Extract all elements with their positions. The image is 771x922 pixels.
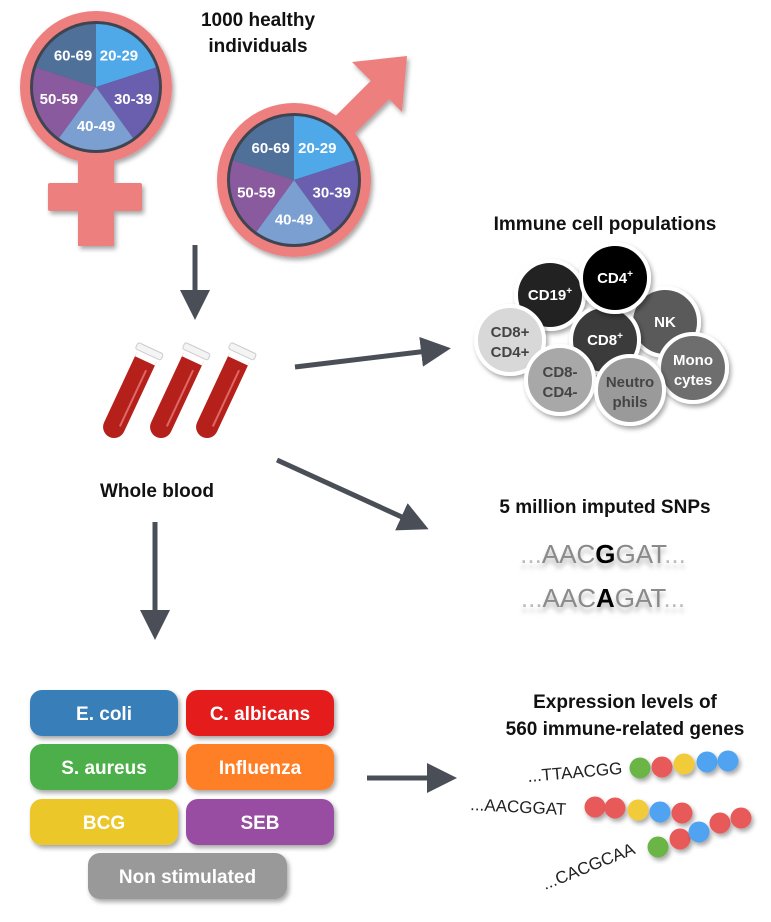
- svg-text:Influenza: Influenza: [219, 758, 302, 779]
- stimulus-e-coli: E. coli: [30, 690, 178, 736]
- female-age-pie: 20-29 30-39 40-49 50-59 60-69: [30, 21, 162, 153]
- expression-title-line2: 560 immune-related genes: [506, 719, 745, 740]
- gene-strand: ...CACGCAA: [539, 807, 752, 894]
- expression-bead: [671, 802, 693, 824]
- snp-variant-a: A: [596, 583, 615, 613]
- whole-blood-label: Whole blood: [100, 481, 214, 502]
- female-pie-slice-30-39: [96, 67, 159, 138]
- male-pie-label: 30-39: [313, 184, 351, 201]
- female-pie-label: 60-69: [54, 47, 92, 64]
- svg-text:CD19+: CD19+: [528, 286, 572, 304]
- expression-bead: [604, 797, 626, 819]
- male-pie-slice-50-59: [230, 160, 294, 232]
- male-pie-label: 20-29: [298, 140, 336, 157]
- cell-cd8-cd4-: CD8+ CD4+: [474, 304, 546, 376]
- svg-text:...CACGCAA: ...CACGCAA: [539, 839, 638, 894]
- arrow-blood-to-cells: [294, 336, 451, 370]
- arrow-blood-to-snps: [275, 457, 429, 531]
- expression-bead: [673, 753, 695, 775]
- test-tube-icon: [196, 342, 257, 439]
- expression-bead: [669, 828, 691, 850]
- svg-text:CD4+: CD4+: [491, 344, 530, 361]
- cohort-title-line2: individuals: [208, 36, 307, 57]
- female-pie-slice-50-59: [33, 67, 96, 138]
- svg-text:CD8-: CD8-: [542, 364, 577, 381]
- gene-strands: ...TTAACGG ...AACGGAT ...CACGCAA: [470, 750, 752, 894]
- expression-bead: [709, 812, 731, 834]
- expression-title-line1: Expression levels of: [533, 692, 717, 713]
- stimulus-seb: SEB: [186, 799, 334, 845]
- female-pie-slice-60-69: [36, 24, 96, 87]
- male-pie-slice-60-69: [233, 116, 294, 180]
- expression-bead: [584, 796, 606, 818]
- stimulus-s-aureus: S. aureus: [30, 744, 178, 790]
- stimulus-influenza: Influenza: [186, 744, 334, 790]
- female-pie-slice-40-49: [58, 87, 134, 150]
- stimulus-bcg: BCG: [30, 799, 178, 845]
- svg-text:Neutro: Neutro: [606, 374, 654, 391]
- svg-text:BCG: BCG: [83, 813, 125, 834]
- immune-cells-cluster: CD19+ NK CD8+ CD4+ CD8+ CD4+ CD8- CD4- Mono cytes…: [474, 242, 729, 426]
- gene-strand: ...TTAACGG: [527, 750, 739, 786]
- snp-sequence-2: ...AACAGAT...: [521, 583, 685, 613]
- svg-text:CD8+: CD8+: [587, 331, 623, 349]
- svg-text:S. aureus: S. aureus: [61, 758, 147, 779]
- svg-text:C. albicans: C. albicans: [210, 704, 310, 725]
- expression-bead: [730, 807, 752, 829]
- svg-text:NK: NK: [654, 314, 676, 331]
- flow-arrows: [140, 245, 457, 793]
- expression-bead: [717, 750, 739, 772]
- expression-bead: [688, 821, 710, 843]
- expression-bead: [696, 751, 718, 773]
- cell-neutrophils: Neutro phils: [594, 354, 666, 426]
- expression-bead: [649, 801, 671, 823]
- svg-text:Non stimulated: Non stimulated: [119, 867, 256, 888]
- expression-bead: [651, 756, 673, 778]
- test-tube-icon: [150, 342, 211, 439]
- expression-bead: [629, 757, 651, 779]
- immune-cells-title: Immune cell populations: [494, 214, 717, 235]
- snps-title: 5 million imputed SNPs: [499, 497, 710, 518]
- female-pie-label: 40-49: [77, 118, 115, 135]
- male-pie-slice-20-29: [294, 116, 355, 180]
- svg-text:CD8+: CD8+: [491, 324, 530, 341]
- gene-strand: ...AACGGAT: [470, 795, 693, 824]
- female-pie-label: 30-39: [114, 91, 152, 108]
- svg-text:SEB: SEB: [240, 813, 279, 834]
- svg-text:E. coli: E. coli: [76, 704, 132, 725]
- svg-text:cytes: cytes: [674, 372, 712, 389]
- svg-text:CD4+: CD4+: [597, 269, 633, 287]
- blood-tubes: [103, 342, 257, 439]
- svg-text:phils: phils: [612, 394, 647, 411]
- snp-variant-g: G: [595, 539, 615, 569]
- male-pie-slice-40-49: [256, 180, 332, 244]
- male-pie-label: 60-69: [251, 140, 289, 157]
- male-pie-slice-30-39: [294, 160, 358, 232]
- female-pie-label: 20-29: [100, 47, 138, 64]
- female-pie-slice-20-29: [96, 24, 156, 87]
- expression-bead: [627, 799, 649, 821]
- stimuli-grid: E. coli C. albicans S. aureus Influenza BCG S…: [30, 690, 334, 899]
- test-tube-icon: [103, 342, 164, 439]
- female-pie-label: 50-59: [40, 91, 78, 108]
- cohort-title-line1: 1000 healthy: [201, 10, 315, 31]
- male-pie-label: 40-49: [275, 212, 313, 229]
- svg-text:Mono: Mono: [673, 352, 713, 369]
- male-pie-label: 50-59: [237, 184, 275, 201]
- svg-text:CD4-: CD4-: [542, 384, 577, 401]
- cell-cd4: CD4+: [579, 242, 651, 314]
- svg-text:...TTAACGG: ...TTAACGG: [527, 759, 623, 786]
- expression-bead: [647, 836, 669, 858]
- stimulus-non-stimulated: Non stimulated: [88, 853, 287, 899]
- cell-monocytes: Mono cytes: [657, 332, 729, 404]
- cell-cd8-cd4-: CD8- CD4-: [524, 344, 596, 416]
- snp-sequence-1: ...AACGGAT...: [520, 539, 686, 569]
- stimulus-c-albicans: C. albicans: [186, 690, 334, 736]
- svg-text:...AACGGAT: ...AACGGAT: [470, 795, 567, 819]
